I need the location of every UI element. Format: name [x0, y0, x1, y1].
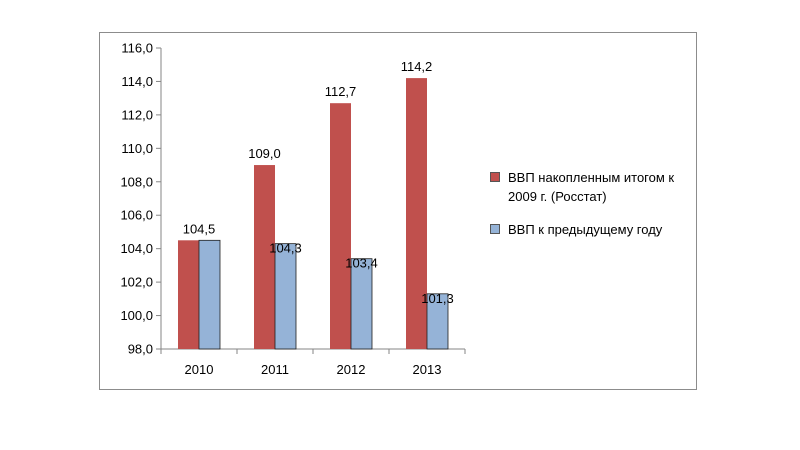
y-tick-label: 104,0 [120, 241, 153, 256]
bar [254, 165, 275, 349]
data-label: 109,0 [248, 146, 281, 161]
x-tick-label: 2013 [413, 362, 442, 377]
bar [350, 258, 373, 350]
y-tick-label: 100,0 [120, 308, 153, 323]
y-tick-label: 98,0 [128, 342, 153, 357]
bar [178, 240, 199, 349]
legend-swatch-cumulative [490, 172, 500, 182]
bar [406, 78, 427, 349]
data-label: 104,3 [269, 241, 302, 256]
bar [426, 293, 449, 350]
legend-label-yoy: ВВП к предыдущему году [508, 222, 663, 237]
legend-label-cumulative: ВВП накопленным итогом к 2009 г. (Росста… [508, 170, 675, 204]
data-label: 103,4 [345, 256, 378, 271]
data-label: 114,2 [401, 59, 433, 74]
bars [178, 78, 449, 350]
x-tick-label: 2011 [261, 362, 289, 377]
bar [198, 239, 221, 350]
data-label: 101,3 [421, 291, 454, 306]
data-labels: 104,5 109,0 112,7 114,2 104,3 103,4 101,3 [183, 59, 454, 306]
legend-item-cumulative: ВВП накопленным итогом к 2009 г. (Росста… [490, 168, 695, 206]
bar [274, 243, 297, 350]
y-tick-label: 114,0 [121, 74, 153, 89]
legend-swatch-yoy [490, 224, 500, 234]
legend: ВВП накопленным итогом к 2009 г. (Росста… [490, 168, 695, 253]
axes: 98,0 100,0 102,0 104,0 106,0 108,0 110,0 112,0 1… [120, 41, 466, 377]
y-tick-label: 110,0 [121, 141, 153, 156]
x-tick-label: 2012 [337, 362, 366, 377]
x-tick-label: 2010 [185, 362, 214, 377]
y-tick-label: 102,0 [120, 275, 153, 290]
y-tick-label: 112,0 [121, 107, 153, 122]
legend-item-yoy: ВВП к предыдущему году [490, 220, 695, 239]
data-label: 112,7 [325, 84, 357, 99]
y-tick-label: 108,0 [120, 174, 153, 189]
bar [330, 103, 351, 349]
y-tick-label: 116,0 [121, 41, 153, 56]
y-tick-label: 106,0 [120, 208, 153, 223]
data-label: 104,5 [183, 221, 216, 236]
